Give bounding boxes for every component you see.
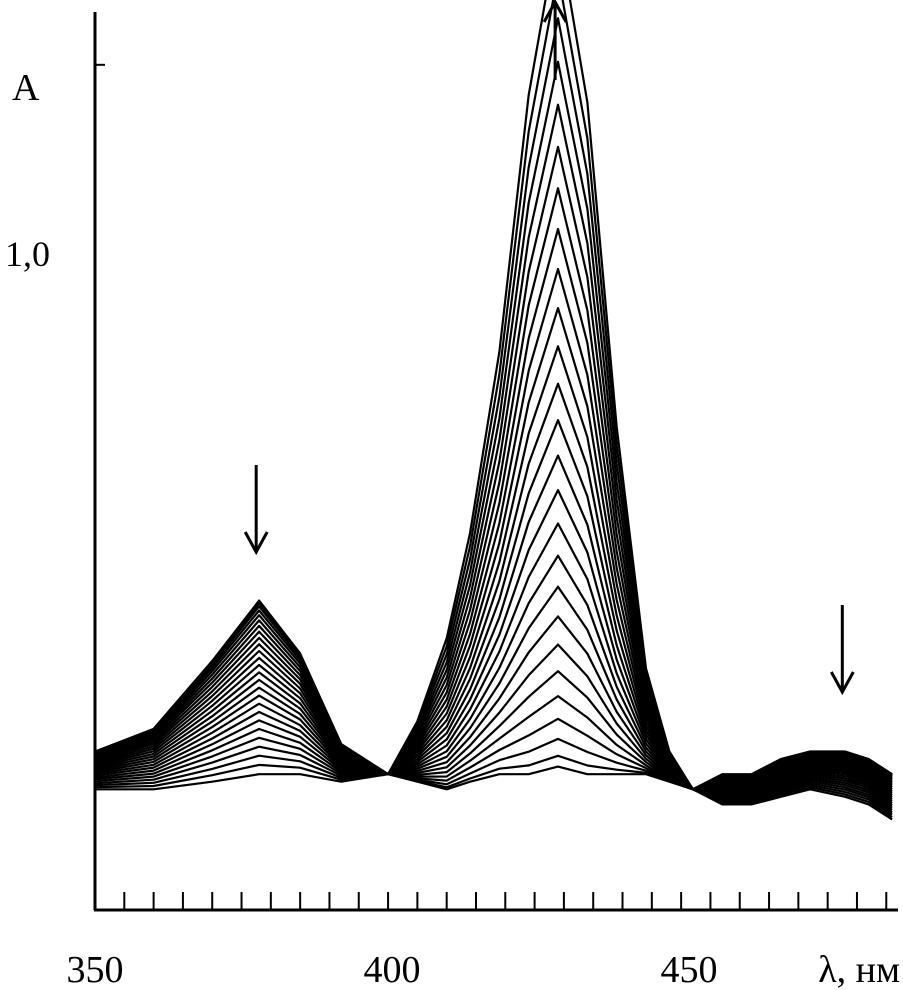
spectrum-curve bbox=[94, 345, 893, 798]
x-tick-label: 400 bbox=[364, 949, 421, 990]
x-tick-label: 450 bbox=[661, 949, 718, 990]
spectrum-curve bbox=[94, 307, 893, 800]
spectrum-curve bbox=[94, 227, 893, 805]
spectral-curves bbox=[94, 0, 893, 821]
y-tick-label: 1,0 bbox=[5, 234, 50, 274]
spectrum-curve bbox=[94, 60, 893, 814]
spectrum-curve bbox=[94, 554, 893, 791]
y-axis-label: A bbox=[12, 67, 40, 109]
decrease-arrow-icon bbox=[243, 465, 269, 556]
spectrum-curve bbox=[94, 382, 893, 796]
spectrum-curve bbox=[94, 522, 893, 791]
axes bbox=[93, 12, 898, 912]
spectrum-curve bbox=[94, 145, 893, 809]
spectrum-curve bbox=[94, 103, 893, 811]
x-ticks bbox=[123, 892, 888, 910]
spectrum-curve bbox=[94, 489, 893, 791]
spectrum-curve bbox=[94, 619, 893, 791]
trend-arrows bbox=[243, 0, 855, 696]
x-axis-label: λ, нм bbox=[818, 949, 900, 990]
spectrum-curve bbox=[94, 187, 893, 807]
spectrum-curve bbox=[94, 267, 893, 803]
spectrum-curve bbox=[94, 454, 893, 792]
spectrum-curve bbox=[94, 419, 893, 794]
spectrum-curve bbox=[95, 0, 893, 821]
x-tick-label: 350 bbox=[67, 949, 124, 990]
spectrum-curve bbox=[94, 624, 893, 791]
spectrum-curve bbox=[94, 17, 893, 816]
spectrum-curve bbox=[94, 585, 893, 791]
increase-arrow-icon bbox=[542, 0, 568, 80]
decrease-arrow-icon bbox=[830, 605, 855, 696]
spectrum-curve bbox=[94, 615, 893, 791]
spectrum-curve bbox=[94, 0, 893, 818]
